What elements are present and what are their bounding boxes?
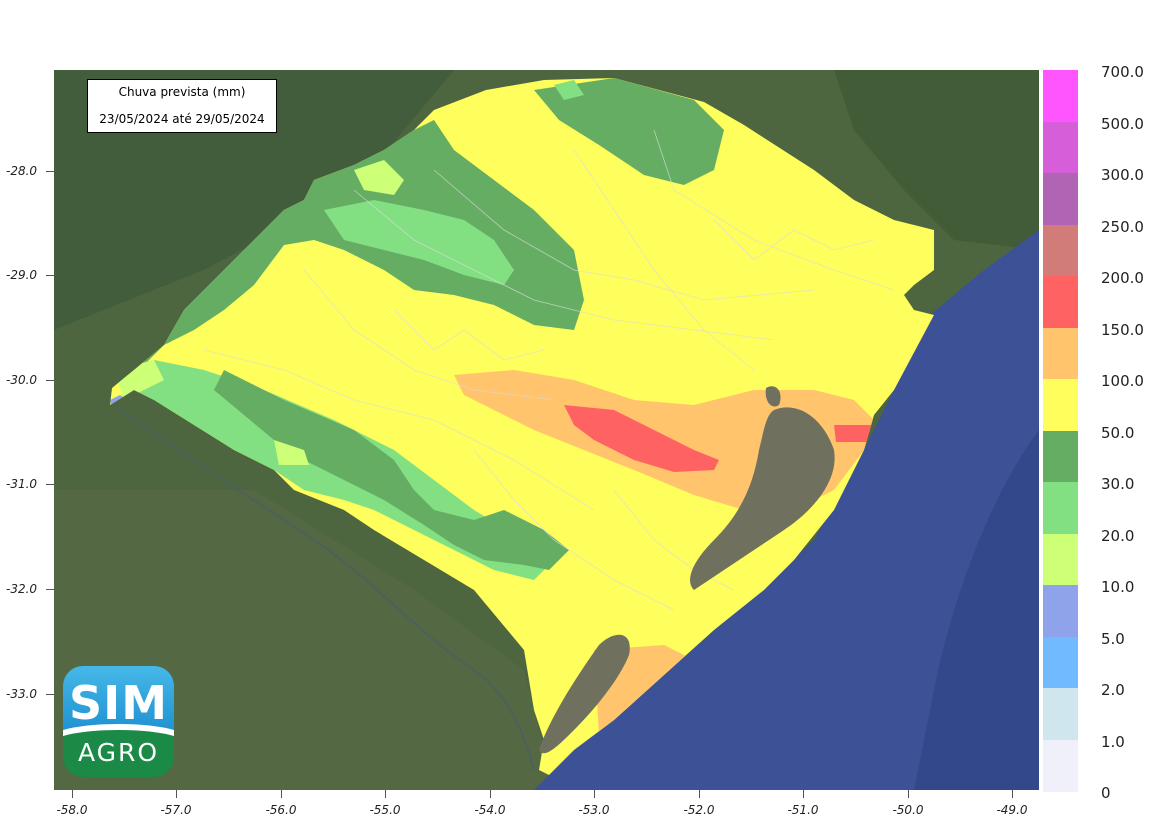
legend-label: 20.0 [1101, 527, 1135, 545]
lon-label: -53.0 [578, 803, 610, 817]
lon-tick [385, 790, 386, 798]
legend-swatch [1043, 121, 1078, 174]
lat-label: -32.0 [6, 582, 38, 596]
zone-30-50-northeast [534, 78, 724, 185]
legend-label: 0 [1101, 784, 1111, 802]
legend-label: 150.0 [1101, 321, 1144, 339]
lat-tick [46, 171, 54, 172]
legend-swatch [1043, 585, 1078, 637]
lon-label: -58.0 [56, 803, 88, 817]
lat-label: -30.0 [6, 373, 38, 387]
lat-label: -31.0 [6, 477, 38, 491]
zone-150-200-coast [834, 425, 876, 442]
lon-tick [803, 790, 804, 798]
ocean [534, 230, 1039, 790]
lat-tick [46, 694, 54, 695]
lon-tick [908, 790, 909, 798]
lon-tick [594, 790, 595, 798]
lat-label: -29.0 [6, 268, 38, 282]
zone-20-30-northeast [554, 80, 584, 100]
land-texture-c [834, 70, 1039, 250]
legend-label: 2.0 [1101, 681, 1125, 699]
lon-label: -52.0 [683, 803, 715, 817]
lon-label: -50.0 [892, 803, 924, 817]
legend-label: 5.0 [1101, 630, 1125, 648]
legend-label: 30.0 [1101, 475, 1135, 493]
lagoa-mirim [539, 634, 630, 754]
lat-tick [46, 484, 54, 485]
simagro-logo: SIM AGRO [63, 666, 174, 777]
zone-30-50-northwest [134, 120, 584, 370]
legend-label: 10.0 [1101, 578, 1135, 596]
legend-swatch [1043, 70, 1078, 122]
lon-label: -54.0 [474, 803, 506, 817]
legend-swatch [1043, 688, 1078, 740]
lon-tick [490, 790, 491, 798]
land-texture-b [54, 490, 554, 790]
legend-swatch [1043, 533, 1078, 586]
logo-text-agro: AGRO [77, 738, 160, 767]
title-line-2: 23/05/2024 até 29/05/2024 [99, 112, 265, 126]
lon-tick [699, 790, 700, 798]
zone-10-20-southwest-patch [274, 440, 309, 465]
title-line-1: Chuva prevista (mm) [118, 85, 246, 99]
legend-swatch [1043, 327, 1078, 380]
lon-tick [1012, 790, 1013, 798]
lat-tick [46, 589, 54, 590]
municipal-boundaries [203, 129, 895, 611]
lat-tick [46, 380, 54, 381]
lagoon-small [765, 386, 781, 407]
legend-swatch [1043, 430, 1078, 483]
legend-swatch [1043, 379, 1078, 431]
lat-tick [46, 275, 54, 276]
lat-label: -28.0 [6, 164, 38, 178]
ocean-shelf [914, 430, 1039, 790]
legend-swatch [1043, 276, 1078, 328]
zone-10-20-northwest [354, 160, 404, 195]
lon-label: -49.0 [996, 803, 1028, 817]
lon-label: -57.0 [160, 803, 192, 817]
legend-label: 500.0 [1101, 115, 1144, 133]
river [113, 404, 535, 771]
zone-150-200-center [564, 405, 719, 472]
legend-label: 250.0 [1101, 218, 1144, 236]
legend-label: 700.0 [1101, 63, 1144, 81]
lon-tick [281, 790, 282, 798]
legend-swatch [1043, 739, 1078, 792]
legend-label: 300.0 [1101, 166, 1144, 184]
lon-label: -56.0 [265, 803, 297, 817]
lon-label: -51.0 [787, 803, 819, 817]
land-texture-a [54, 70, 454, 330]
legend-swatch [1043, 224, 1078, 277]
legend-swatch [1043, 173, 1078, 225]
logo-text-sim: SIM [68, 676, 169, 730]
lon-tick [176, 790, 177, 798]
legend-label: 100.0 [1101, 372, 1144, 390]
lat-label: -33.0 [6, 687, 38, 701]
legend-swatch [1043, 636, 1078, 689]
legend-label: 200.0 [1101, 269, 1144, 287]
lon-label: -55.0 [369, 803, 401, 817]
title-box: Chuva prevista (mm) 23/05/2024 até 29/05… [87, 79, 277, 133]
lon-tick [72, 790, 73, 798]
legend-swatch [1043, 482, 1078, 534]
legend-label: 1.0 [1101, 733, 1125, 751]
legend-color-bar [1043, 70, 1078, 792]
lagoa-dos-patos [690, 407, 835, 590]
zone-30-50-southwest [214, 370, 569, 570]
rainfall-map[interactable] [54, 70, 1039, 790]
legend-label: 50.0 [1101, 424, 1135, 442]
